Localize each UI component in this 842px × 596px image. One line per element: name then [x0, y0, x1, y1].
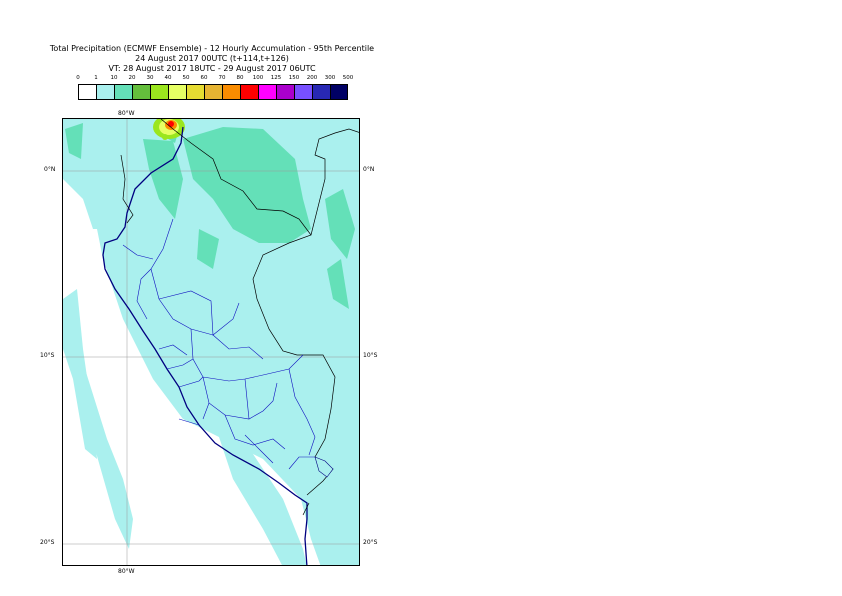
legend-label: 30: [146, 75, 154, 81]
legend-label: 200: [306, 75, 318, 81]
precip-maximum: [153, 119, 185, 140]
legend-label: 70: [218, 75, 226, 81]
lon-label-top: 80°W: [118, 110, 135, 117]
chart-title: Total Precipitation (ECMWF Ensemble) - 1…: [49, 44, 375, 53]
precipitation-map: [62, 118, 360, 566]
legend-swatch: [96, 84, 114, 100]
legend-label: 40: [164, 75, 172, 81]
legend-swatch: [276, 84, 294, 100]
legend-swatch: [312, 84, 330, 100]
lat-label-20s-right: 20°S: [363, 539, 378, 546]
legend-label: 20: [128, 75, 136, 81]
legend-swatch: [294, 84, 312, 100]
legend-swatch: [330, 84, 348, 100]
legend-swatch: [204, 84, 222, 100]
base-time-label: 24 August 2017 00UTC (t+114,t+126): [135, 54, 289, 63]
legend-label: 125: [270, 75, 282, 81]
legend-label: 500: [342, 75, 354, 81]
legend-label: 150: [288, 75, 300, 81]
legend-swatch: [78, 84, 96, 100]
national-border: [120, 119, 359, 516]
legend-label: 100: [252, 75, 264, 81]
lon-label-bottom: 80°W: [118, 568, 135, 575]
lat-label-20s-left: 20°S: [40, 539, 55, 546]
lake-titicaca: [314, 456, 334, 478]
lat-label-0-right: 0°N: [363, 166, 375, 173]
legend-label: 300: [324, 75, 336, 81]
legend-swatch: [168, 84, 186, 100]
lat-label-10s-right: 10°S: [363, 352, 378, 359]
lat-label-0-left: 0°N: [44, 166, 56, 173]
legend-label: 1: [94, 75, 98, 81]
department-boundaries: [122, 218, 316, 470]
legend-swatch: [114, 84, 132, 100]
legend-label: 60: [200, 75, 208, 81]
legend-label: 80: [236, 75, 244, 81]
legend-swatch: [186, 84, 204, 100]
coastline: [102, 126, 308, 565]
legend-label: 10: [110, 75, 118, 81]
map-canvas: [63, 119, 359, 565]
legend-swatch: [240, 84, 258, 100]
legend-swatch: [222, 84, 240, 100]
graticule: [63, 119, 359, 565]
legend-label: 50: [182, 75, 190, 81]
valid-time-label: VT: 28 August 2017 18UTC - 29 August 201…: [108, 64, 316, 73]
lat-label-10s-left: 10°S: [40, 352, 55, 359]
legend-label: 0: [76, 75, 80, 81]
legend-swatch: [150, 84, 168, 100]
legend-swatch: [258, 84, 276, 100]
legend-swatch: [132, 84, 150, 100]
